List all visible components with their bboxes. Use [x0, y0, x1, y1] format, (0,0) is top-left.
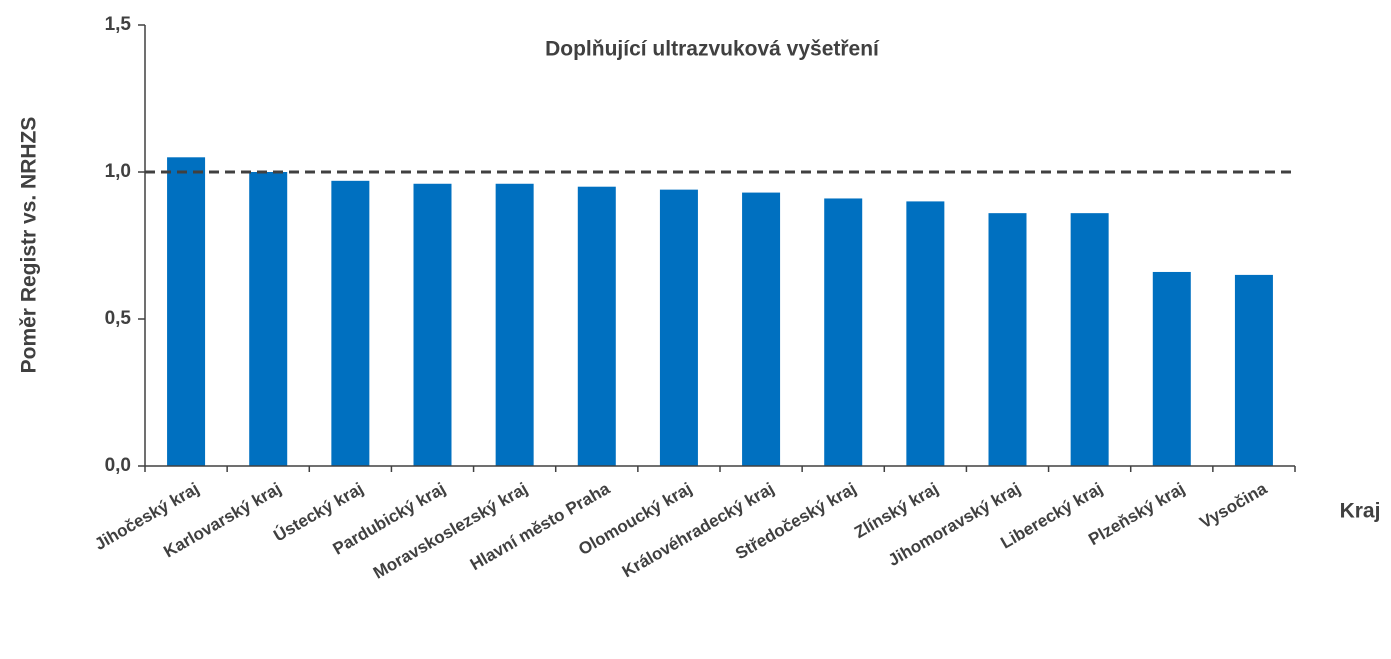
bar: [988, 213, 1027, 466]
bar: [577, 186, 616, 466]
bar: [413, 183, 452, 466]
bar: [249, 172, 288, 466]
y-axis-title: Poměr Registr vs. NRHZS: [18, 117, 41, 374]
bar: [331, 180, 370, 466]
bar: [824, 198, 863, 466]
x-tick-label: Jihomoravský kraj: [885, 479, 1024, 570]
x-axis-title: Kraj: [1340, 500, 1381, 523]
bar: [1234, 274, 1273, 466]
bar: [742, 192, 781, 466]
x-tick-label: Královéhradecký kraj: [619, 479, 777, 581]
y-tick-label: 0,0: [105, 455, 131, 476]
bar: [167, 157, 206, 467]
bar: [659, 189, 698, 466]
bar: [1070, 213, 1109, 466]
bar: [495, 183, 534, 466]
chart-title: Doplňující ultrazvuková vyšetření: [545, 38, 880, 61]
y-tick-label: 1,5: [105, 14, 132, 35]
y-tick-label: 1,0: [105, 161, 131, 182]
x-tick-label: Vysočina: [1197, 479, 1271, 533]
x-tick-label: Moravskoslezský kraj: [370, 479, 531, 583]
bar: [1152, 271, 1191, 466]
x-tick-label: Hlavní město Praha: [467, 479, 614, 575]
bar: [906, 201, 945, 466]
y-tick-label: 0,5: [105, 308, 132, 329]
